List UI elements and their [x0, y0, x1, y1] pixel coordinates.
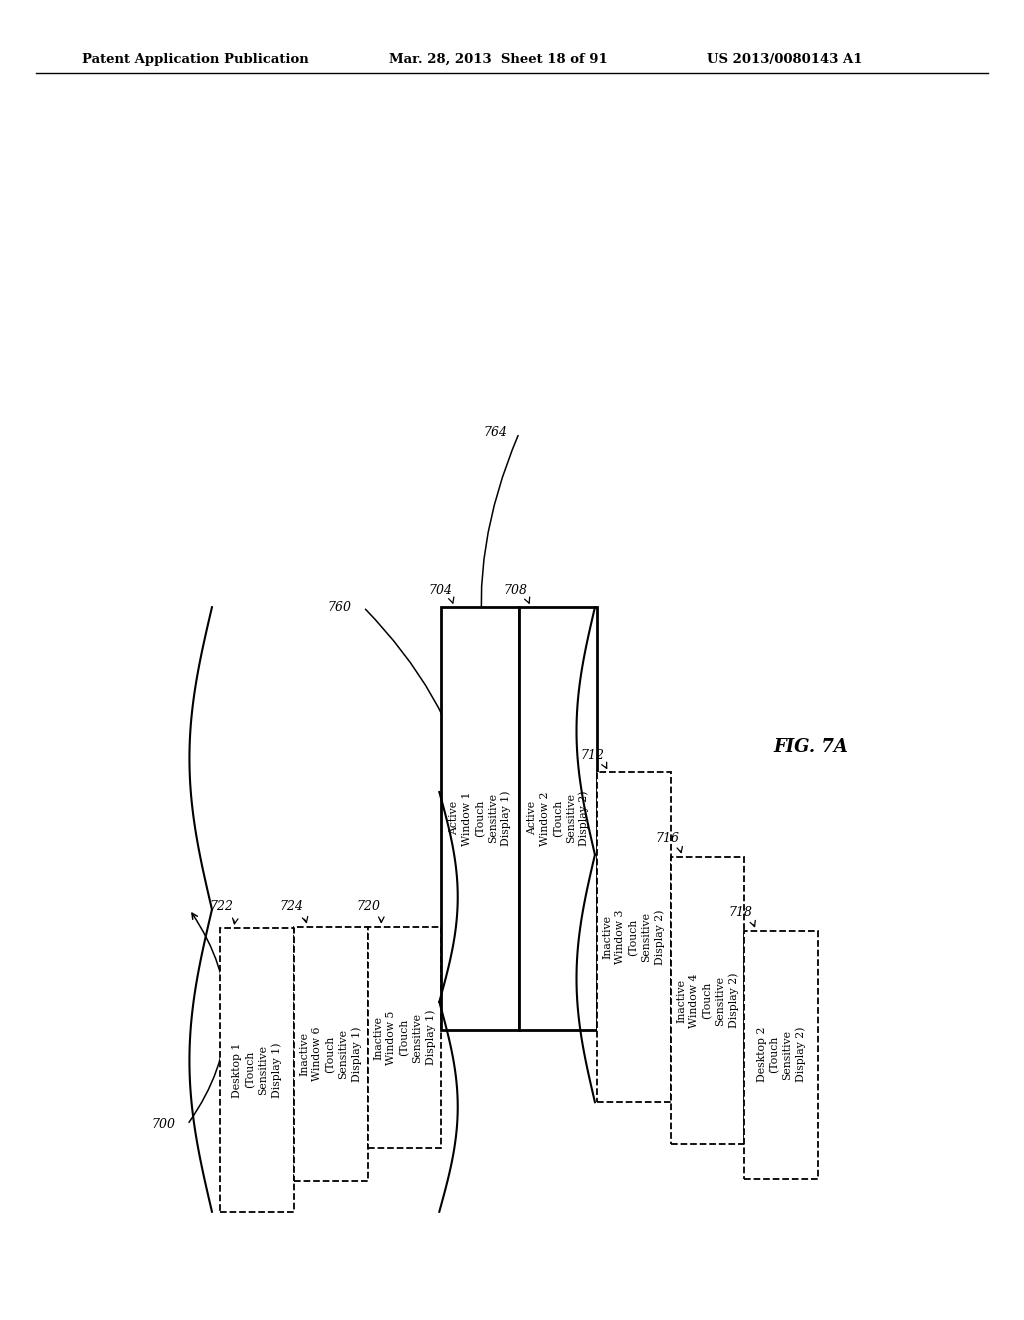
Text: 764: 764	[483, 426, 507, 440]
Text: Inactive
Window 4
(Touch
Sensitive
Display 2): Inactive Window 4 (Touch Sensitive Displ…	[677, 973, 738, 1028]
Text: Patent Application Publication: Patent Application Publication	[82, 53, 308, 66]
Text: 760: 760	[328, 601, 351, 614]
Text: Inactive
Window 5
(Touch
Sensitive
Display 1): Inactive Window 5 (Touch Sensitive Displ…	[374, 1010, 435, 1065]
Text: Desktop 2
(Touch
Sensitive
Display 2): Desktop 2 (Touch Sensitive Display 2)	[757, 1027, 806, 1082]
Text: 712: 712	[581, 748, 604, 762]
Text: 704: 704	[428, 583, 452, 597]
Text: 722: 722	[210, 900, 233, 913]
Text: FIG. 7A: FIG. 7A	[773, 738, 848, 756]
Text: Desktop 1
(Touch
Sensitive
Display 1): Desktop 1 (Touch Sensitive Display 1)	[232, 1041, 282, 1098]
Text: 718: 718	[728, 906, 752, 919]
Text: US 2013/0080143 A1: US 2013/0080143 A1	[707, 53, 862, 66]
Text: 700: 700	[152, 1118, 175, 1131]
Text: 724: 724	[280, 900, 303, 913]
Text: Inactive
Window 6
(Touch
Sensitive
Display 1): Inactive Window 6 (Touch Sensitive Displ…	[300, 1026, 361, 1082]
Text: Active
Window 1
(Touch
Sensitive
Display 1): Active Window 1 (Touch Sensitive Display…	[450, 791, 511, 846]
Text: Active
Window 2
(Touch
Sensitive
Display 2): Active Window 2 (Touch Sensitive Display…	[527, 791, 589, 846]
Text: 720: 720	[356, 900, 380, 913]
Text: Inactive
Window 3
(Touch
Sensitive
Display 2): Inactive Window 3 (Touch Sensitive Displ…	[603, 909, 665, 965]
Text: 716: 716	[655, 832, 679, 845]
Text: Mar. 28, 2013  Sheet 18 of 91: Mar. 28, 2013 Sheet 18 of 91	[389, 53, 608, 66]
Text: 708: 708	[504, 583, 527, 597]
